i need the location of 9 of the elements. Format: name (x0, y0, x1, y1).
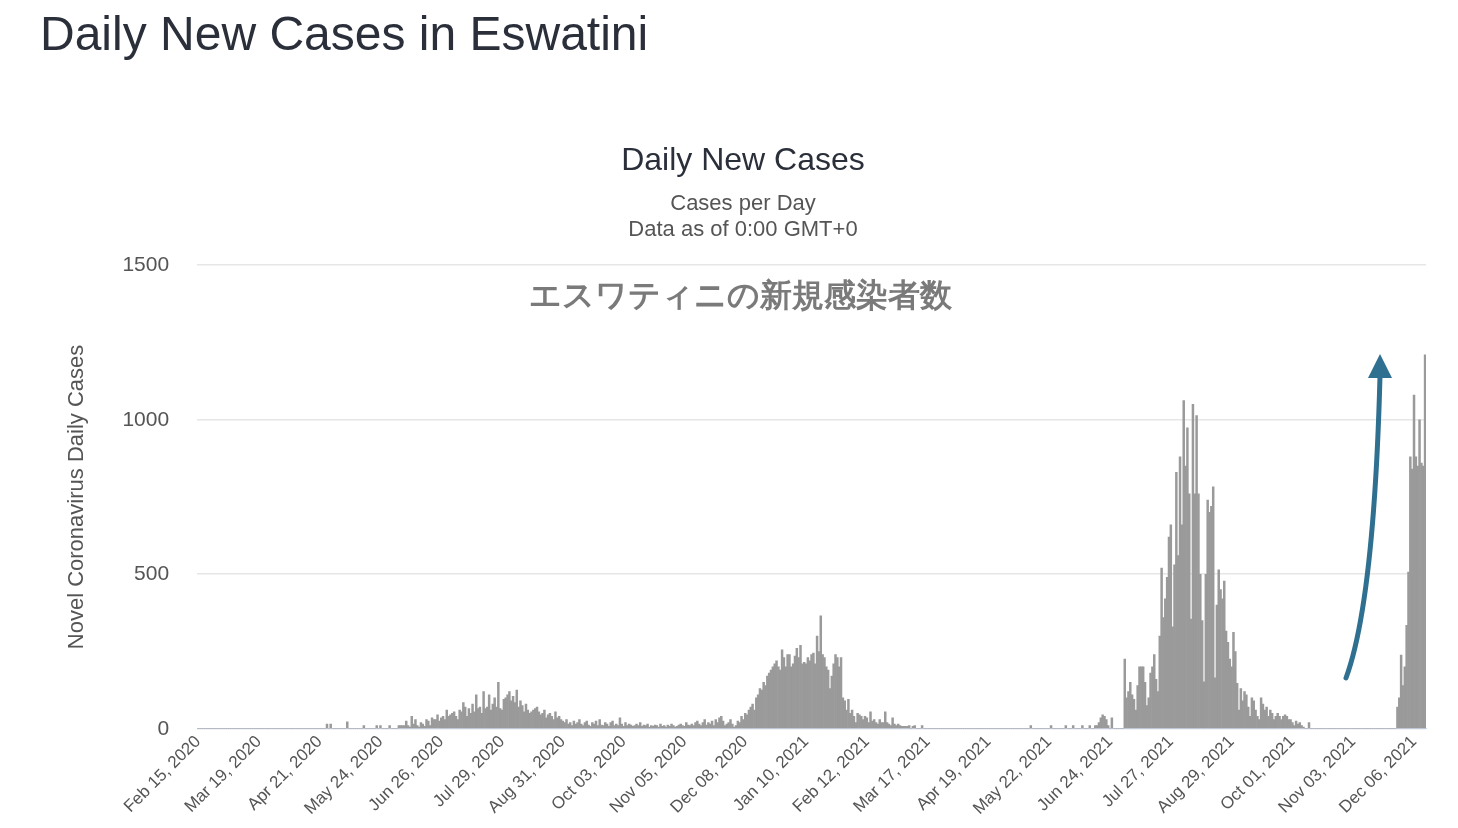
annotation: エスワティニの新規感染者数 (528, 277, 953, 314)
y-tick-label: 0 (157, 715, 170, 739)
y-tick-label: 500 (134, 561, 170, 585)
y-tick-label: 1500 (122, 252, 170, 275)
y-axis-title: Novel Coronavirus Daily Cases (63, 344, 89, 650)
chart-subtitle: Cases per Day Data as of 0:00 GMT+0 (628, 189, 858, 242)
chart-title: Daily New Cases (621, 141, 865, 178)
text: Daily New Cases in Eswatini (40, 6, 649, 61)
y-tick-label: 1000 (122, 406, 170, 430)
